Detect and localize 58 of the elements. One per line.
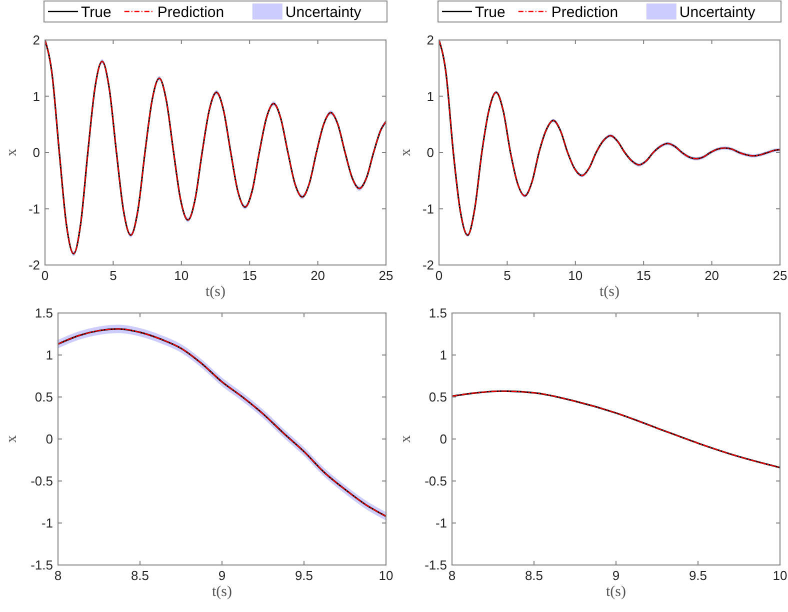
x-tick-label: 5 [110,268,117,283]
legend-label: True [81,4,112,21]
x-tick-label: 25 [378,268,394,283]
y-tick-label: -1 [422,201,434,216]
x-tick-label: 9 [218,568,226,583]
y-tick-label: 1 [46,348,53,362]
x-tick-label: 20 [704,268,720,283]
y-tick-label: -1 [435,516,447,530]
y-tick-label: -0.5 [30,474,53,488]
y-axis-title: x [4,434,20,443]
x-tick-label: 10 [568,268,583,283]
legend-label: Uncertainty [679,4,756,21]
y-tick-label: 2 [32,32,40,48]
y-tick-label: 0 [440,432,447,446]
x-tick-label: 8 [54,568,62,583]
x-tick-label: 9.5 [294,568,314,583]
legend-label: Prediction [157,4,224,21]
y-axis-title: x [398,434,414,443]
x-tick-label: 9 [612,568,620,583]
y-tick-label: 1 [440,348,447,362]
x-tick-label: 8 [448,568,456,583]
legend-label: Prediction [551,4,618,21]
x-axis-title: t(s) [600,284,620,300]
y-tick-label: -1.5 [30,558,53,572]
y-tick-label: -1.5 [424,558,447,572]
y-tick-label: 0.5 [428,390,447,404]
y-tick-label: -0.5 [424,474,447,488]
y-tick-label: 0 [46,432,53,446]
x-tick-label: 10 [378,568,394,583]
x-axis-title: t(s) [212,584,232,600]
y-tick-label: 1.5 [428,306,447,320]
y-tick-label: 0 [426,145,434,160]
x-tick-label: 8.5 [524,568,544,583]
y-tick-label: 2 [426,32,434,48]
y-tick-label: 1 [32,88,40,104]
y-axis-title: x [398,148,414,156]
y-tick-label: 1 [426,88,434,104]
x-tick-label: 25 [772,268,788,283]
x-tick-label: 15 [242,268,257,283]
x-tick-label: 20 [310,268,326,283]
y-tick-label: -1 [41,516,53,530]
x-tick-label: 9.5 [688,568,708,583]
y-axis-title: x [4,148,20,156]
x-tick-label: 5 [504,268,511,283]
x-axis-title: t(s) [206,284,226,300]
x-tick-label: 10 [772,568,788,583]
y-tick-label: -2 [28,258,40,272]
x-tick-label: 10 [174,268,189,283]
y-tick-label: -1 [28,201,40,216]
x-axis-title: t(s) [606,584,626,600]
legend-label: True [475,4,506,21]
y-tick-label: 0.5 [34,390,53,404]
x-tick-label: 15 [636,268,651,283]
y-tick-label: 1.5 [34,306,53,320]
legend-label: Uncertainty [285,4,362,21]
x-tick-label: 8.5 [130,568,150,583]
y-tick-label: -2 [422,258,434,272]
y-tick-label: 0 [32,145,40,160]
